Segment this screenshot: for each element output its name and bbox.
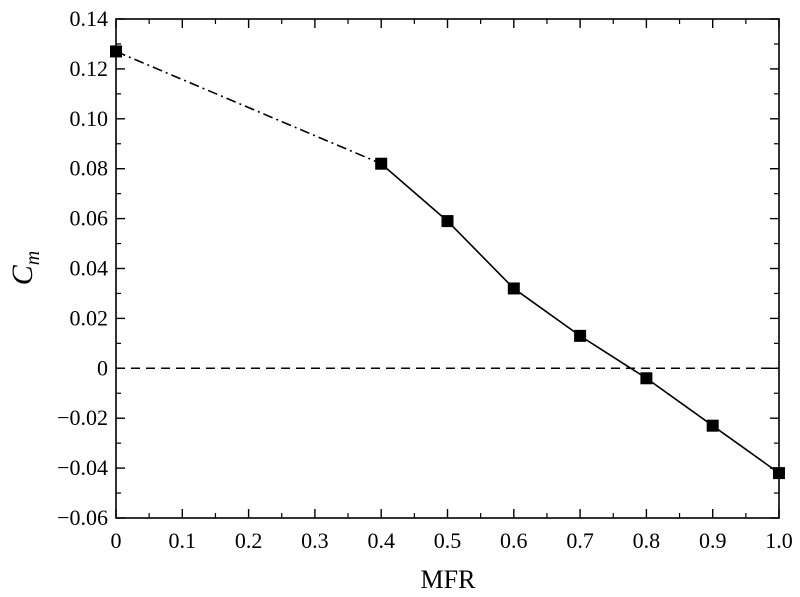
minor-ticks — [116, 19, 779, 518]
data-point-marker — [640, 372, 653, 385]
y-tick-label: 0.02 — [70, 305, 109, 330]
x-tick-label: 0.4 — [367, 528, 395, 553]
y-axis-title: Cm — [6, 251, 44, 285]
data-point-marker — [574, 329, 587, 342]
series-line-dash-dot — [115, 50, 382, 165]
y-tick-label: 0.04 — [70, 256, 109, 281]
y-tick-label: 0.14 — [70, 6, 109, 31]
y-tick-label: 0 — [97, 355, 108, 380]
plot-frame — [115, 18, 780, 519]
y-axis-title-main: C — [6, 264, 39, 285]
x-tick-label: 1.0 — [765, 528, 793, 553]
x-tick-labels: 0 0.1 0.2 0.3 0.4 0.5 0.6 0.7 0.8 0.9 1.0 — [111, 528, 793, 553]
x-tick-label: 0.3 — [301, 528, 329, 553]
x-tick-label: 0.9 — [699, 528, 727, 553]
y-tick-labels: −0.06 −0.04 −0.02 0 0.02 0.04 0.06 0.08 0.10 0.12… — [57, 6, 108, 530]
x-tick-label: 0.5 — [434, 528, 462, 553]
x-tick-label: 0.8 — [633, 528, 661, 553]
y-tick-label: 0.08 — [70, 156, 109, 181]
y-tick-label: 0.12 — [70, 56, 109, 81]
series-line-solid — [380, 163, 780, 474]
x-tick-label: 0.7 — [566, 528, 594, 553]
data-point-marker — [507, 282, 520, 295]
x-tick-label: 0.1 — [169, 528, 197, 553]
data-point-marker — [441, 215, 454, 228]
x-tick-label: 0 — [111, 528, 122, 553]
y-tick-label: 0.10 — [70, 106, 109, 131]
data-point-marker — [706, 419, 719, 432]
y-axis-title-sub: m — [22, 251, 44, 265]
y-tick-label: −0.04 — [57, 455, 108, 480]
y-tick-label: −0.02 — [57, 405, 108, 430]
x-tick-label: 0.6 — [500, 528, 528, 553]
y-tick-label: 0.06 — [70, 206, 109, 231]
data-point-marker — [375, 157, 388, 170]
series-markers — [110, 45, 785, 480]
x-axis-title: MFR — [421, 565, 477, 594]
x-tick-label: 0.2 — [235, 528, 263, 553]
series-lines — [115, 50, 780, 474]
y-tick-label: −0.06 — [57, 505, 108, 530]
